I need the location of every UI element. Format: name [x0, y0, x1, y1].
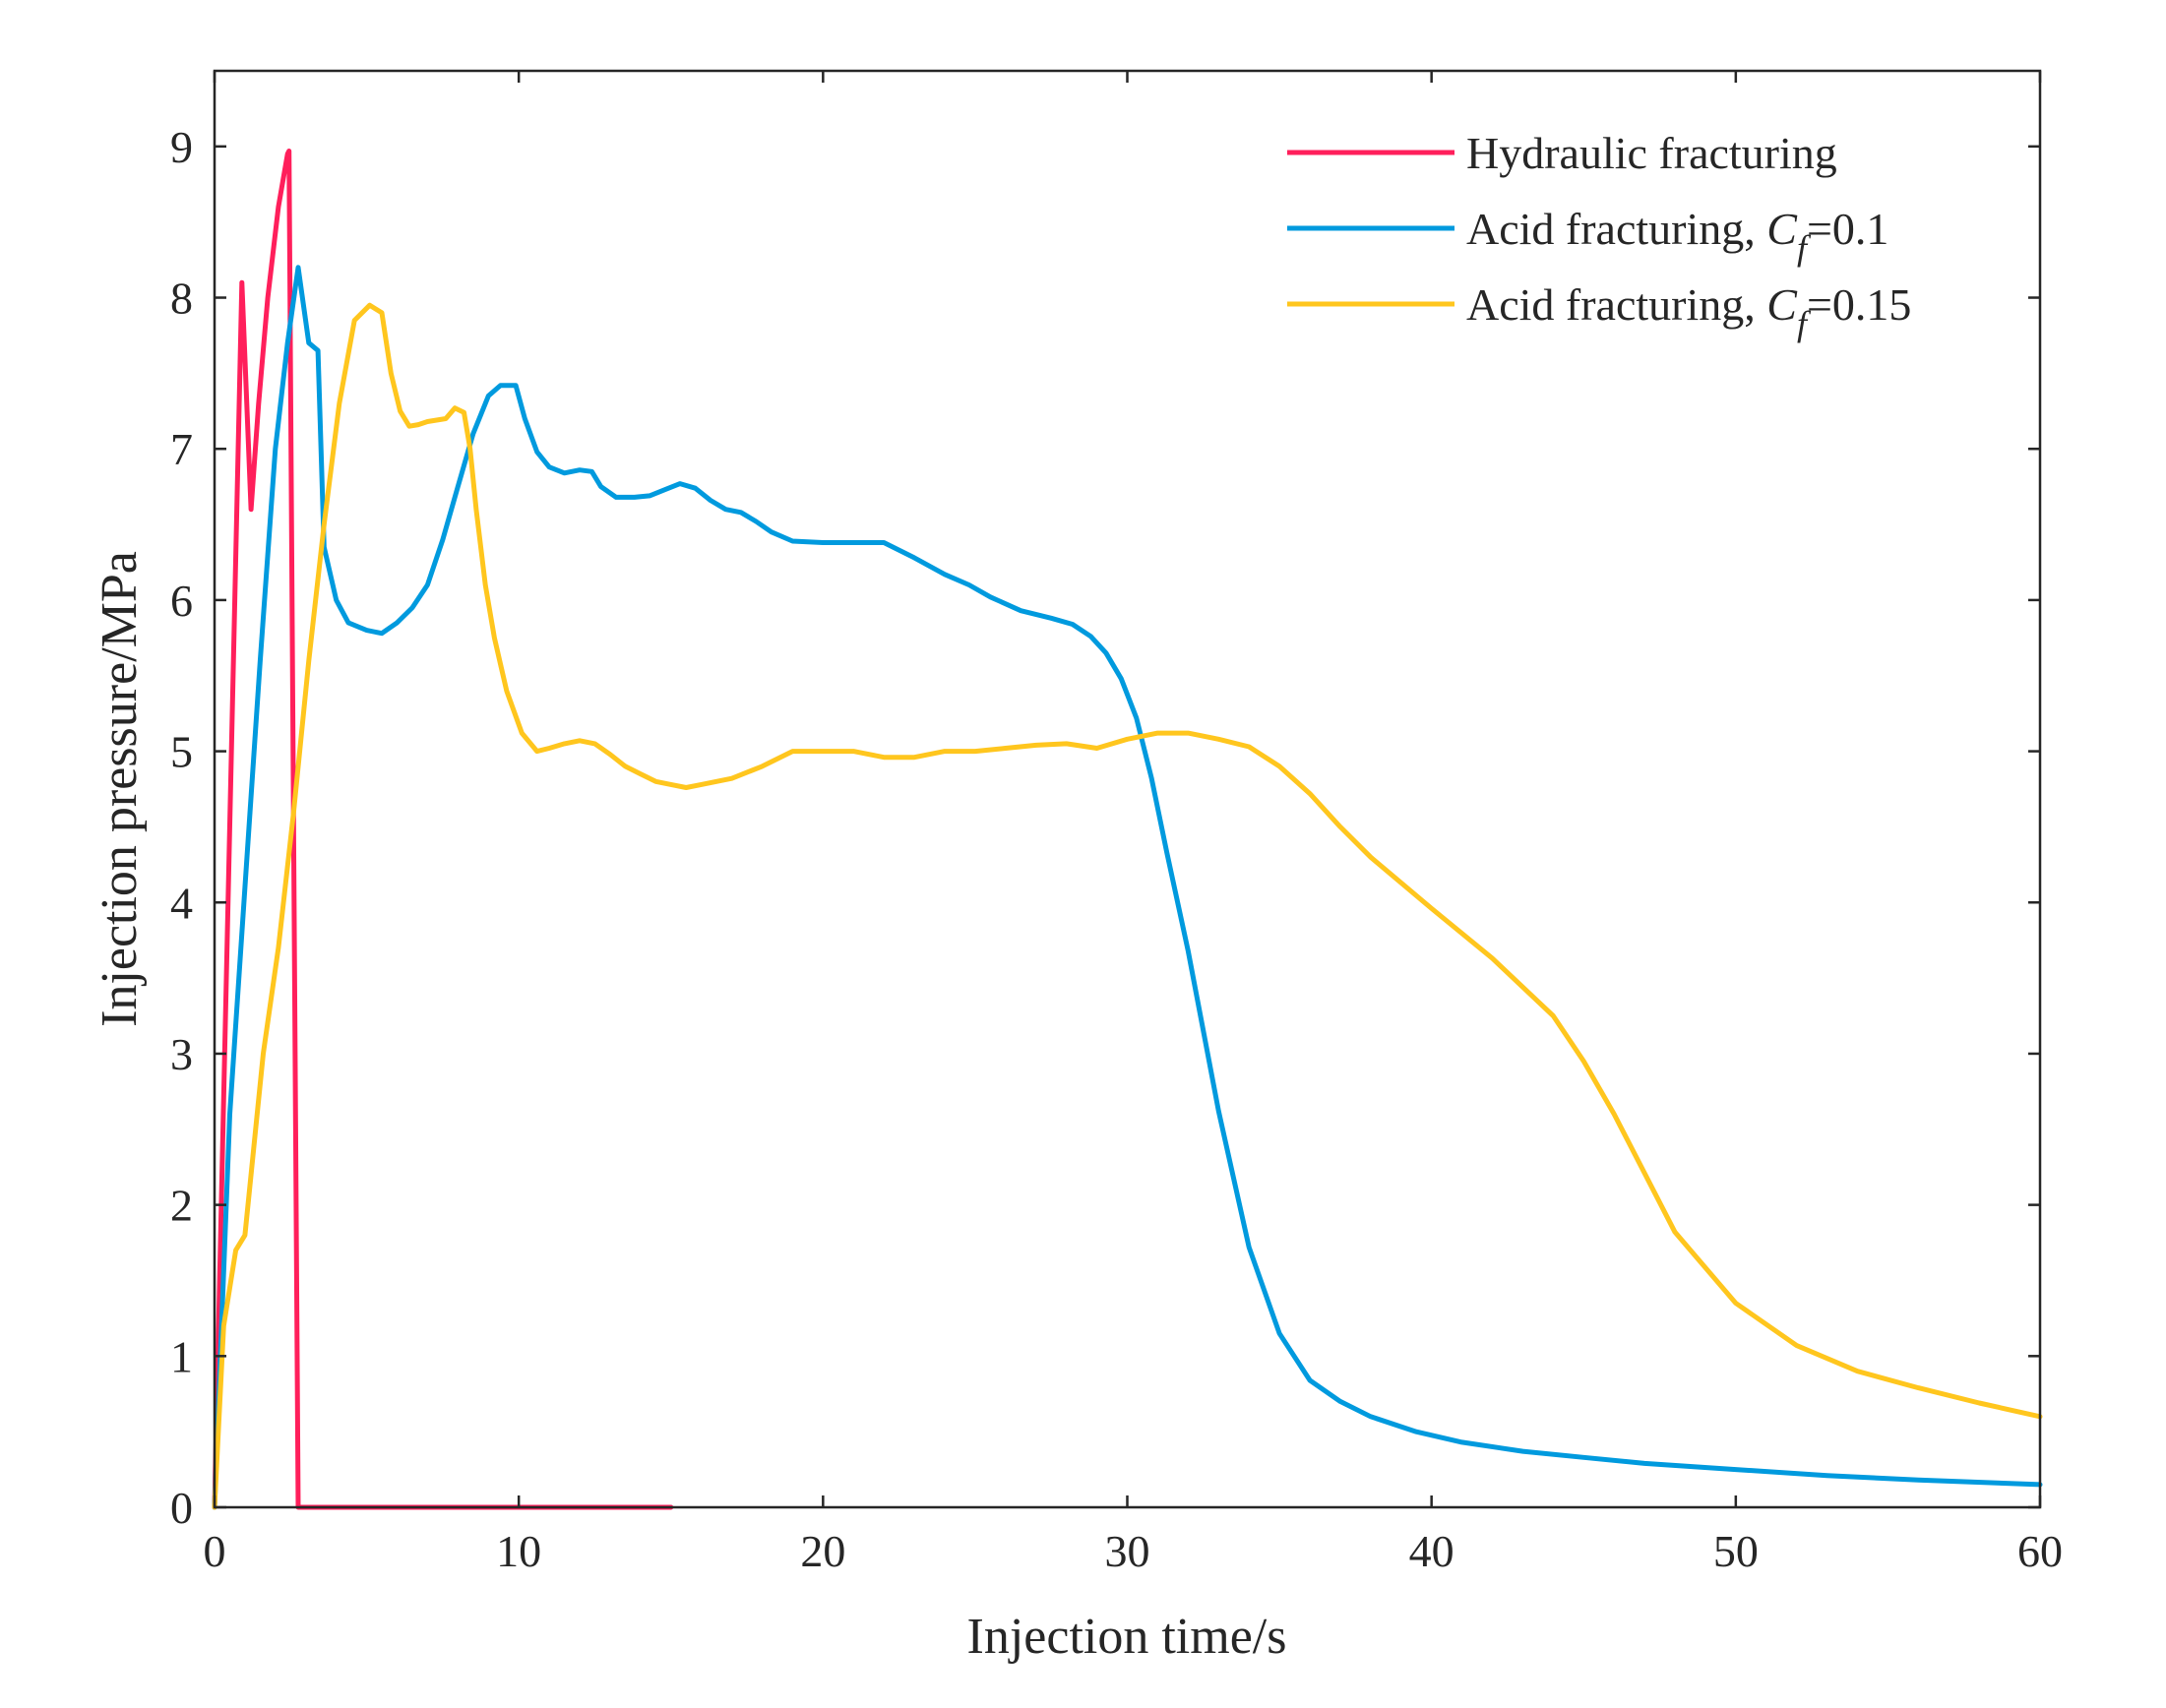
y-tick-label: 5	[170, 727, 193, 777]
x-tick-label: 40	[1409, 1526, 1454, 1576]
y-tick-label: 6	[170, 576, 193, 626]
y-tick-label: 8	[170, 274, 193, 324]
y-tick-label: 1	[170, 1331, 193, 1381]
y-tick-label: 0	[170, 1483, 193, 1533]
y-tick-label: 7	[170, 424, 193, 474]
x-tick-label: 20	[800, 1526, 845, 1576]
series-line-3	[212, 302, 2043, 1510]
y-tick-label: 2	[170, 1181, 193, 1231]
series-line-2	[212, 265, 2043, 1510]
x-tick-label: 30	[1105, 1526, 1150, 1576]
y-tick-label: 4	[170, 878, 193, 928]
legend-label-1: Hydraulic fracturing	[1466, 128, 1837, 178]
x-tick-label: 10	[496, 1526, 541, 1576]
x-tick-label: 0	[204, 1526, 226, 1576]
tick-layer: 0 10 20 30 40 50 60 0 1 2 3 4 5 6 7 8 9	[170, 71, 2063, 1576]
y-axis-label: Injection pressure/MPa	[92, 551, 148, 1027]
x-tick-label: 60	[2017, 1526, 2063, 1576]
x-tick-label: 50	[1713, 1526, 1759, 1576]
y-tick-label: 9	[170, 122, 193, 172]
x-axis-label: Injection time/s	[967, 1609, 1287, 1665]
y-tick-label: 3	[170, 1029, 193, 1079]
